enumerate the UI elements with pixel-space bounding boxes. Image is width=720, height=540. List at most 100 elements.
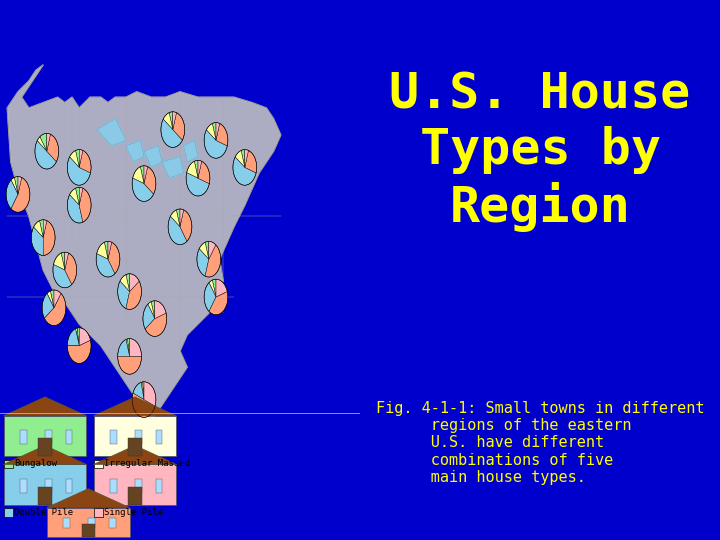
Wedge shape bbox=[127, 339, 130, 356]
Wedge shape bbox=[79, 151, 91, 173]
Polygon shape bbox=[184, 140, 198, 162]
Wedge shape bbox=[209, 280, 216, 297]
Wedge shape bbox=[241, 150, 245, 167]
Polygon shape bbox=[66, 430, 72, 444]
Wedge shape bbox=[173, 112, 176, 130]
Polygon shape bbox=[97, 119, 126, 146]
Wedge shape bbox=[96, 242, 108, 259]
Polygon shape bbox=[94, 446, 176, 464]
Polygon shape bbox=[20, 430, 27, 444]
Wedge shape bbox=[198, 161, 210, 184]
Wedge shape bbox=[168, 217, 187, 245]
Text: Single Pile: Single Pile bbox=[104, 508, 163, 517]
Wedge shape bbox=[144, 382, 156, 406]
Wedge shape bbox=[108, 242, 120, 274]
Polygon shape bbox=[128, 487, 142, 505]
Wedge shape bbox=[79, 187, 83, 205]
Polygon shape bbox=[63, 518, 70, 528]
Wedge shape bbox=[50, 290, 54, 308]
Wedge shape bbox=[212, 123, 216, 140]
Wedge shape bbox=[199, 242, 209, 259]
Wedge shape bbox=[245, 151, 256, 173]
Wedge shape bbox=[205, 245, 220, 277]
Wedge shape bbox=[68, 195, 83, 223]
Wedge shape bbox=[35, 141, 56, 169]
Wedge shape bbox=[96, 254, 115, 277]
Wedge shape bbox=[53, 265, 72, 288]
Wedge shape bbox=[176, 209, 180, 227]
Wedge shape bbox=[126, 281, 142, 309]
Wedge shape bbox=[173, 113, 184, 140]
Wedge shape bbox=[140, 166, 144, 184]
Polygon shape bbox=[94, 397, 176, 416]
Wedge shape bbox=[197, 249, 209, 276]
Wedge shape bbox=[118, 281, 130, 308]
Wedge shape bbox=[11, 178, 30, 212]
Wedge shape bbox=[77, 328, 79, 346]
Wedge shape bbox=[6, 180, 18, 209]
Wedge shape bbox=[53, 253, 65, 270]
Wedge shape bbox=[18, 177, 22, 194]
Wedge shape bbox=[70, 151, 79, 167]
Wedge shape bbox=[117, 340, 130, 356]
Wedge shape bbox=[180, 209, 184, 227]
Wedge shape bbox=[144, 166, 148, 184]
Wedge shape bbox=[47, 133, 50, 151]
Polygon shape bbox=[156, 478, 162, 492]
Wedge shape bbox=[68, 340, 91, 363]
Polygon shape bbox=[94, 460, 103, 468]
Text: Irregular Massed: Irregular Massed bbox=[104, 460, 190, 468]
Wedge shape bbox=[68, 329, 79, 346]
Polygon shape bbox=[4, 446, 86, 464]
Wedge shape bbox=[32, 227, 43, 255]
Wedge shape bbox=[132, 178, 153, 201]
Wedge shape bbox=[130, 274, 139, 292]
Wedge shape bbox=[117, 356, 142, 374]
Wedge shape bbox=[209, 241, 216, 259]
Wedge shape bbox=[216, 123, 220, 140]
Wedge shape bbox=[155, 301, 166, 319]
Wedge shape bbox=[40, 220, 43, 238]
Polygon shape bbox=[126, 140, 144, 162]
Wedge shape bbox=[169, 112, 173, 130]
Wedge shape bbox=[104, 241, 108, 259]
Wedge shape bbox=[171, 210, 180, 227]
Text: Double Pile: Double Pile bbox=[14, 508, 73, 517]
Wedge shape bbox=[76, 328, 79, 346]
Wedge shape bbox=[11, 178, 18, 194]
Wedge shape bbox=[126, 274, 130, 292]
Wedge shape bbox=[204, 282, 216, 312]
Text: Fig. 4-1-1: Small towns in different
      regions of the eastern
      U.S. hav: Fig. 4-1-1: Small towns in different reg… bbox=[376, 401, 704, 485]
Wedge shape bbox=[65, 252, 68, 270]
Polygon shape bbox=[144, 146, 162, 167]
Polygon shape bbox=[135, 430, 142, 444]
Wedge shape bbox=[151, 301, 155, 319]
Wedge shape bbox=[161, 119, 182, 147]
Wedge shape bbox=[42, 293, 54, 318]
Wedge shape bbox=[148, 302, 155, 319]
Wedge shape bbox=[207, 124, 216, 140]
Wedge shape bbox=[198, 160, 202, 178]
Polygon shape bbox=[109, 518, 115, 528]
Wedge shape bbox=[79, 328, 91, 346]
Polygon shape bbox=[47, 508, 130, 537]
Wedge shape bbox=[163, 113, 173, 130]
Wedge shape bbox=[143, 304, 155, 329]
Wedge shape bbox=[65, 253, 76, 285]
Wedge shape bbox=[133, 382, 144, 400]
Wedge shape bbox=[70, 188, 79, 205]
Polygon shape bbox=[38, 438, 52, 456]
Wedge shape bbox=[132, 167, 144, 184]
Wedge shape bbox=[204, 130, 228, 158]
Wedge shape bbox=[209, 292, 228, 315]
Wedge shape bbox=[126, 339, 130, 356]
Polygon shape bbox=[110, 478, 117, 492]
Text: U.S. House
Types by
Region: U.S. House Types by Region bbox=[390, 70, 690, 232]
Polygon shape bbox=[81, 524, 95, 537]
Polygon shape bbox=[89, 518, 95, 528]
Polygon shape bbox=[128, 438, 142, 456]
Wedge shape bbox=[43, 221, 55, 255]
Wedge shape bbox=[47, 134, 58, 161]
Wedge shape bbox=[79, 150, 83, 167]
Polygon shape bbox=[38, 487, 52, 505]
